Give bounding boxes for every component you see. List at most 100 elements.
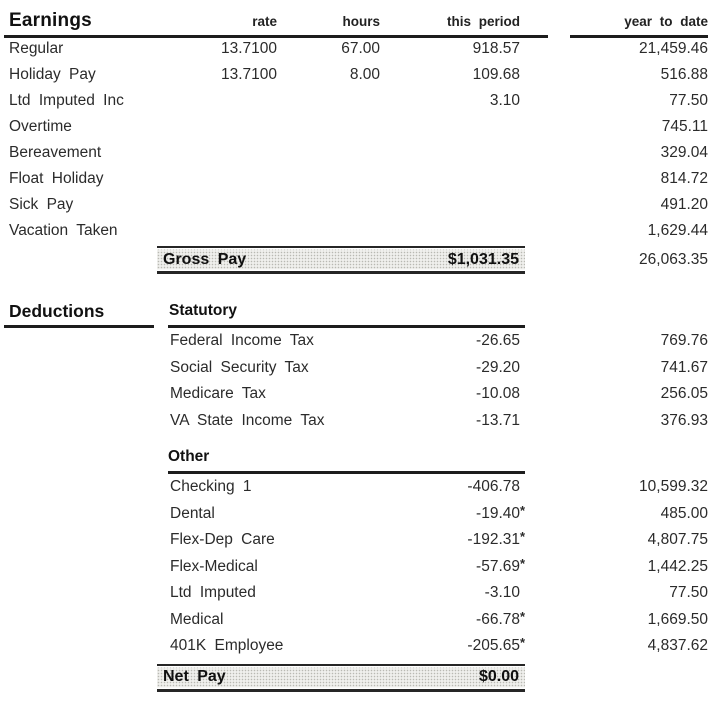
deduction-ytd: 1,669.50 bbox=[647, 610, 708, 628]
earnings-title: Earnings bbox=[9, 10, 92, 31]
deduction-amount: -3.10 bbox=[484, 584, 520, 602]
earnings-row: Float Holiday 814.72 bbox=[0, 166, 720, 192]
earning-ytd: 21,459.46 bbox=[639, 40, 708, 57]
earnings-row: Bereavement 329.04 bbox=[0, 140, 720, 166]
earnings-row: Sick Pay 491.20 bbox=[0, 192, 720, 218]
deduction-label: Flex-Dep Care bbox=[170, 531, 275, 549]
deduction-row: Federal Income Tax -26.65 769.76 bbox=[0, 328, 720, 355]
earning-label: Vacation Taken bbox=[9, 222, 118, 239]
earning-label: Regular bbox=[9, 40, 64, 57]
earnings-row: Holiday Pay 13.7100 8.00 109.68 516.88 bbox=[0, 62, 720, 88]
ytd-header-rule bbox=[570, 35, 708, 38]
earning-ytd: 745.11 bbox=[661, 118, 708, 135]
column-header-year-to-date: year to date bbox=[624, 14, 708, 29]
deduction-row: VA State Income Tax -13.71 376.93 bbox=[0, 408, 720, 435]
deduction-label: Flex-Medical bbox=[170, 557, 258, 575]
net-pay-amount: $0.00 bbox=[478, 668, 519, 685]
earning-label: Float Holiday bbox=[9, 170, 104, 187]
earning-this-period: 109.68 bbox=[472, 66, 520, 83]
earning-label: Ltd Imputed Inc bbox=[9, 92, 124, 109]
deduction-amount: -13.71 bbox=[476, 411, 520, 429]
earnings-row: Regular 13.7100 67.00 918.57 21,459.46 bbox=[0, 36, 720, 62]
deduction-label: Medicare Tax bbox=[170, 385, 266, 403]
pretax-flag: * bbox=[520, 608, 526, 624]
earning-this-period: 3.10 bbox=[489, 92, 520, 109]
deduction-amount: -192.31 * bbox=[467, 529, 526, 549]
deduction-ytd: 256.05 bbox=[660, 385, 708, 403]
column-header-hours: hours bbox=[342, 14, 380, 29]
statutory-title: Statutory bbox=[168, 302, 525, 328]
deduction-amount: -57.69 * bbox=[476, 555, 526, 575]
deduction-amount: -205.65 * bbox=[467, 635, 526, 655]
deductions-header: Deductions Statutory bbox=[0, 300, 720, 328]
deduction-row: Flex-Dep Care -192.31 * 4,807.75 bbox=[0, 527, 720, 554]
deduction-label: VA State Income Tax bbox=[170, 411, 325, 429]
pretax-flag: * bbox=[520, 502, 526, 518]
deductions-title: Deductions bbox=[4, 301, 154, 328]
net-pay-row: Net Pay $0.00 bbox=[0, 663, 720, 692]
deduction-row: 401K Employee -205.65 * 4,837.62 bbox=[0, 633, 720, 660]
deduction-row: Ltd Imputed -3.10 77.50 bbox=[0, 580, 720, 607]
deduction-amount: -26.65 bbox=[476, 332, 520, 350]
earnings-row: Ltd Imputed Inc 3.10 77.50 bbox=[0, 88, 720, 114]
earning-label: Bereavement bbox=[9, 144, 102, 161]
earning-label: Overtime bbox=[9, 118, 72, 135]
gross-pay-box: Gross Pay $1,031.35 bbox=[157, 246, 525, 274]
deduction-amount: -406.78 bbox=[467, 478, 520, 496]
earning-rate: 13.7100 bbox=[220, 66, 277, 83]
earning-ytd: 329.04 bbox=[660, 144, 708, 161]
earning-label: Holiday Pay bbox=[9, 66, 96, 83]
deduction-row: Flex-Medical -57.69 * 1,442.25 bbox=[0, 554, 720, 581]
gross-pay-ytd: 26,063.35 bbox=[639, 251, 708, 268]
deduction-label: 401K Employee bbox=[170, 637, 284, 655]
deduction-label: Social Security Tax bbox=[170, 358, 309, 376]
earning-label: Sick Pay bbox=[9, 196, 74, 213]
deduction-ytd: 10,599.32 bbox=[639, 478, 708, 496]
deduction-amount: -10.08 bbox=[476, 385, 520, 403]
earnings-header-rule bbox=[4, 35, 548, 38]
deduction-row: Dental -19.40 * 485.00 bbox=[0, 501, 720, 528]
earning-ytd: 1,629.44 bbox=[647, 222, 708, 239]
deduction-label: Checking 1 bbox=[170, 478, 252, 496]
earning-rate: 13.7100 bbox=[220, 40, 277, 57]
deduction-label: Ltd Imputed bbox=[170, 584, 256, 602]
deduction-ytd: 485.00 bbox=[660, 504, 708, 522]
column-header-this-period: this period bbox=[446, 14, 520, 29]
net-pay-label: Net Pay bbox=[163, 668, 226, 685]
earnings-header: Earnings rate hours this period year to … bbox=[0, 10, 720, 38]
deduction-row: Social Security Tax -29.20 741.67 bbox=[0, 355, 720, 382]
gross-pay-amount: $1,031.35 bbox=[447, 250, 519, 268]
gross-pay-label: Gross Pay bbox=[163, 250, 247, 268]
deduction-ytd: 1,442.25 bbox=[647, 557, 708, 575]
deduction-ytd: 4,807.75 bbox=[647, 531, 708, 549]
gross-pay-row: Gross Pay $1,031.35 26,063.35 bbox=[0, 246, 720, 274]
deduction-row: Medical -66.78 * 1,669.50 bbox=[0, 607, 720, 634]
deduction-ytd: 4,837.62 bbox=[647, 637, 708, 655]
column-header-rate: rate bbox=[252, 14, 277, 29]
deduction-row: Checking 1 -406.78 10,599.32 bbox=[0, 474, 720, 501]
deduction-ytd: 77.50 bbox=[669, 584, 708, 602]
deduction-amount: -66.78 * bbox=[476, 608, 526, 628]
deduction-label: Medical bbox=[170, 610, 224, 628]
net-pay-box: Net Pay $0.00 bbox=[157, 663, 525, 692]
earnings-row: Overtime 745.11 bbox=[0, 114, 720, 140]
pretax-flag: * bbox=[520, 635, 526, 651]
earning-ytd: 814.72 bbox=[660, 170, 708, 187]
pretax-flag: * bbox=[520, 555, 526, 571]
earning-this-period: 918.57 bbox=[472, 40, 520, 57]
deduction-ytd: 376.93 bbox=[660, 411, 708, 429]
earning-ytd: 77.50 bbox=[669, 92, 708, 109]
deduction-ytd: 741.67 bbox=[660, 358, 708, 376]
deduction-label: Dental bbox=[170, 504, 215, 522]
earning-hours: 8.00 bbox=[349, 66, 380, 83]
deduction-amount: -19.40 * bbox=[476, 502, 526, 522]
earning-hours: 67.00 bbox=[341, 40, 380, 57]
other-title: Other bbox=[168, 448, 525, 474]
deduction-amount: -29.20 bbox=[476, 358, 520, 376]
earning-ytd: 491.20 bbox=[660, 196, 708, 213]
deduction-row: Medicare Tax -10.08 256.05 bbox=[0, 381, 720, 408]
deduction-ytd: 769.76 bbox=[660, 332, 708, 350]
earnings-row: Vacation Taken 1,629.44 bbox=[0, 218, 720, 244]
earning-ytd: 516.88 bbox=[660, 66, 708, 83]
